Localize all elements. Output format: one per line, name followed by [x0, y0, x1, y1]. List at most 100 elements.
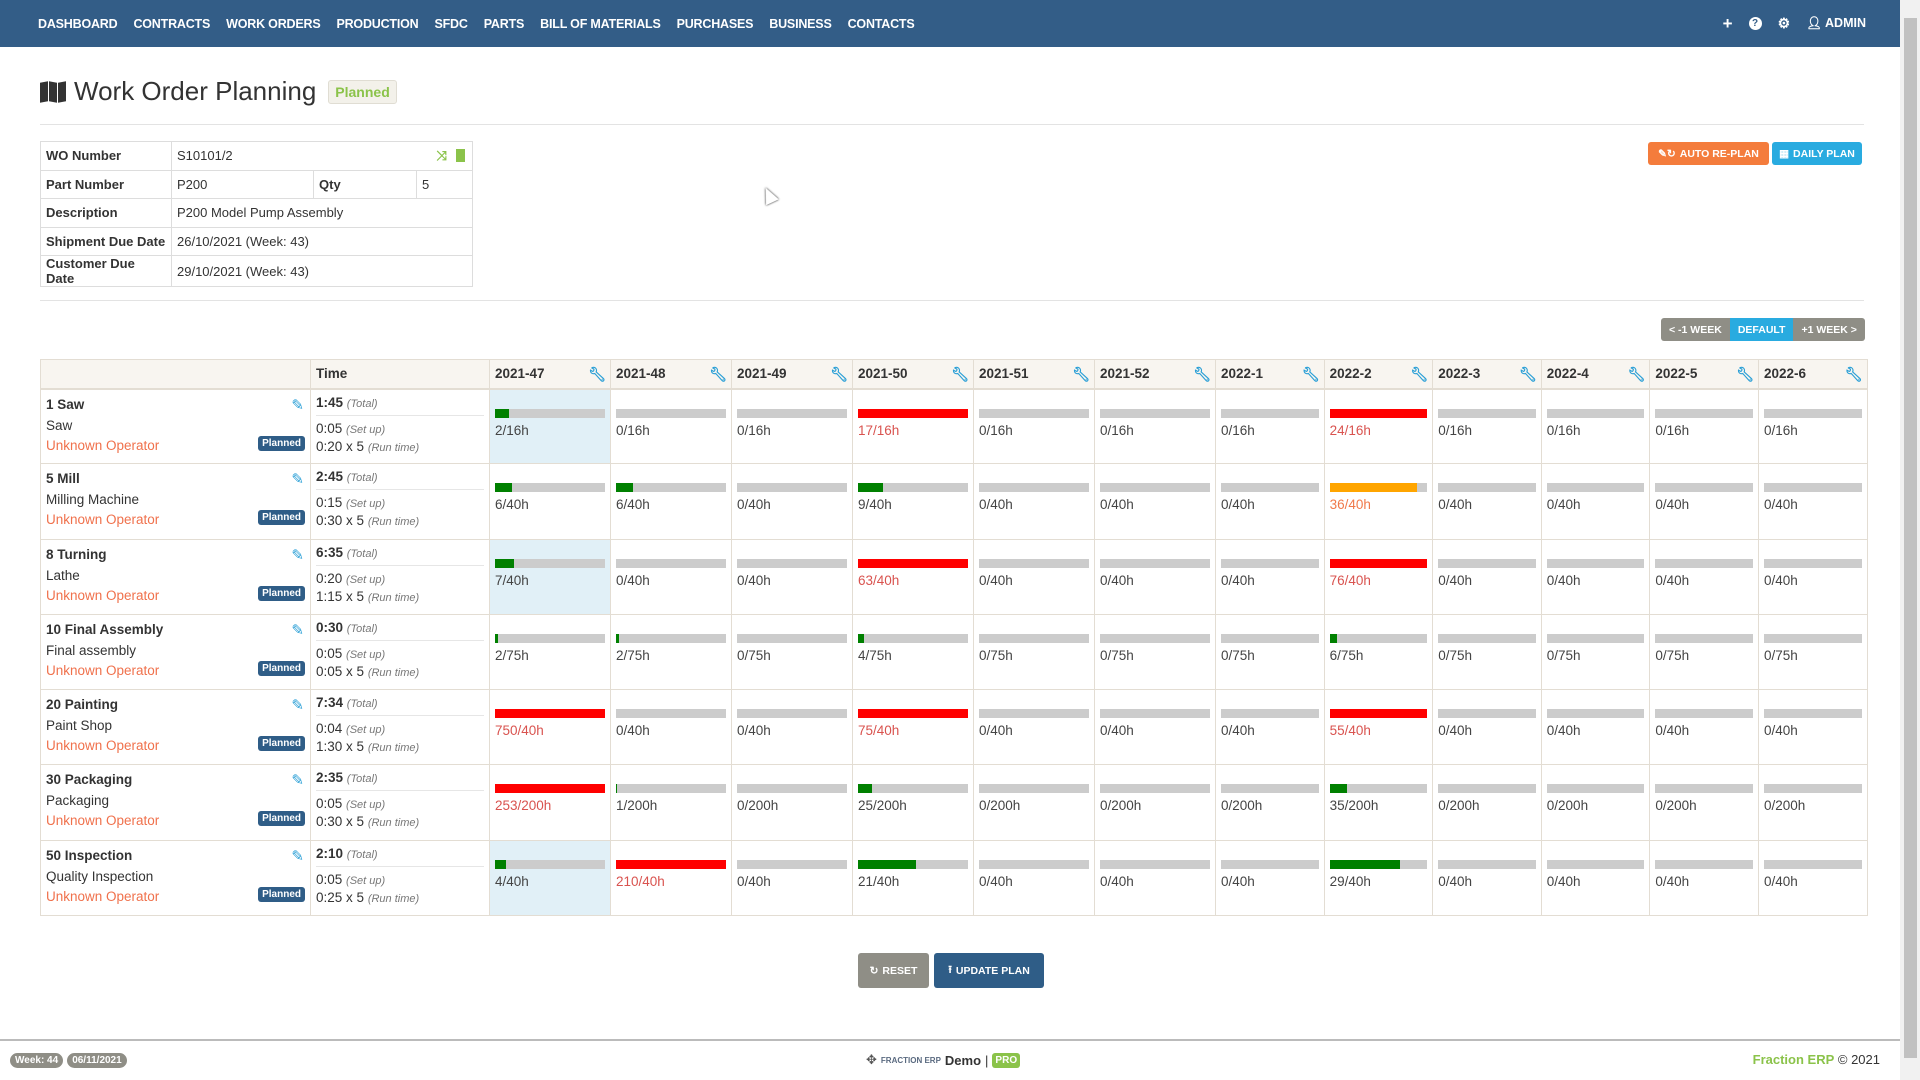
- operator-link[interactable]: Unknown Operator: [46, 813, 160, 829]
- week-capacity-cell[interactable]: 35/200h: [1323, 764, 1434, 841]
- edit-icon[interactable]: ✎: [291, 471, 304, 489]
- week-capacity-cell[interactable]: 0/40h: [731, 839, 853, 917]
- week-capacity-cell[interactable]: 750/40h: [489, 689, 611, 766]
- week-capacity-cell[interactable]: 0/16h: [610, 387, 732, 465]
- week-capacity-cell[interactable]: 0/40h: [973, 689, 1095, 766]
- week-capacity-cell[interactable]: 0/40h: [1649, 463, 1759, 540]
- question-icon[interactable]: ?: [1748, 17, 1762, 30]
- nav-purchases[interactable]: PURCHASES: [676, 16, 754, 31]
- week-capacity-cell[interactable]: 0/40h: [1215, 538, 1325, 615]
- week-capacity-cell[interactable]: 55/40h: [1323, 689, 1434, 766]
- week-capacity-cell[interactable]: 210/40h: [610, 839, 732, 917]
- update-plan-button[interactable]: ⭱ UPDATE PLAN: [934, 953, 1044, 988]
- wrench-icon[interactable]: 🔧︎: [1627, 366, 1646, 382]
- operator-link[interactable]: Unknown Operator: [46, 888, 160, 904]
- week-capacity-cell[interactable]: 0/16h: [1094, 387, 1216, 465]
- operator-link[interactable]: Unknown Operator: [46, 738, 160, 754]
- wrench-icon[interactable]: 🔧︎: [830, 366, 848, 382]
- scrollbar-thumb[interactable]: [1904, 18, 1917, 1058]
- week-capacity-cell[interactable]: 0/75h: [1649, 613, 1759, 691]
- wrench-icon[interactable]: 🔧︎: [709, 366, 727, 382]
- nav-sfdc[interactable]: SFDC: [434, 16, 468, 31]
- week-capacity-cell[interactable]: 0/40h: [610, 538, 732, 615]
- week-capacity-cell[interactable]: 0/40h: [973, 463, 1095, 540]
- week-capacity-cell[interactable]: 2/75h: [489, 613, 611, 691]
- operator-link[interactable]: Unknown Operator: [46, 512, 160, 528]
- week-capacity-cell[interactable]: 0/40h: [1432, 463, 1542, 540]
- wrench-icon[interactable]: 🔧︎: [1072, 366, 1090, 382]
- week-capacity-cell[interactable]: 0/75h: [1432, 613, 1542, 691]
- week-capacity-cell[interactable]: 0/40h: [1757, 538, 1868, 615]
- operator-link[interactable]: Unknown Operator: [46, 437, 160, 453]
- week-capacity-cell[interactable]: 36/40h: [1323, 463, 1434, 540]
- edit-icon[interactable]: ✎: [291, 396, 304, 414]
- week-capacity-cell[interactable]: 0/40h: [1540, 689, 1651, 766]
- week-capacity-cell[interactable]: 0/40h: [1432, 839, 1542, 917]
- week-capacity-cell[interactable]: 0/40h: [1432, 689, 1542, 766]
- week-capacity-cell[interactable]: 6/40h: [610, 463, 732, 540]
- wrench-icon[interactable]: 🔧︎: [1193, 366, 1211, 382]
- reset-button[interactable]: ↻ RESET: [858, 953, 929, 988]
- wrench-icon[interactable]: 🔧︎: [1736, 366, 1754, 382]
- week-capacity-cell[interactable]: 0/40h: [1757, 839, 1868, 917]
- week-capacity-cell[interactable]: 0/200h: [973, 764, 1095, 841]
- nav-work-orders[interactable]: WORK ORDERS: [226, 16, 321, 31]
- plus-icon[interactable]: +: [1722, 13, 1733, 33]
- wrench-icon[interactable]: 🔧︎: [1410, 366, 1429, 382]
- week-capacity-cell[interactable]: 0/75h: [1215, 613, 1325, 691]
- week-capacity-cell[interactable]: 2/75h: [610, 613, 732, 691]
- week-capacity-cell[interactable]: 0/40h: [1094, 538, 1216, 615]
- wrench-icon[interactable]: 🔧︎: [1301, 366, 1320, 382]
- week-capacity-cell[interactable]: 0/40h: [1094, 839, 1216, 917]
- week-capacity-cell[interactable]: 0/75h: [1540, 613, 1651, 691]
- week-capacity-cell[interactable]: 0/40h: [1540, 839, 1651, 917]
- wrench-icon[interactable]: 🔧︎: [951, 366, 969, 382]
- week-capacity-cell[interactable]: 7/40h: [489, 538, 611, 615]
- edit-icon[interactable]: ✎: [291, 697, 304, 715]
- week-capacity-cell[interactable]: 0/75h: [1094, 613, 1216, 691]
- week-capacity-cell[interactable]: 0/16h: [1540, 387, 1651, 465]
- next-week-button[interactable]: +1 WEEK >: [1793, 318, 1865, 341]
- default-week-button[interactable]: DEFAULT: [1729, 318, 1794, 341]
- admin-menu[interactable]: 👤︎ ADMIN: [1806, 16, 1866, 31]
- file-icon[interactable]: [456, 149, 465, 162]
- week-capacity-cell[interactable]: 0/200h: [1094, 764, 1216, 841]
- week-capacity-cell[interactable]: 0/200h: [1757, 764, 1868, 841]
- wrench-icon[interactable]: 🔧︎: [588, 366, 606, 382]
- week-capacity-cell[interactable]: 21/40h: [852, 839, 974, 917]
- week-capacity-cell[interactable]: 2/16h: [489, 387, 611, 465]
- week-capacity-cell[interactable]: 4/40h: [489, 839, 611, 917]
- week-capacity-cell[interactable]: 0/40h: [1540, 463, 1651, 540]
- page-scrollbar[interactable]: [1900, 0, 1920, 1080]
- nav-contracts[interactable]: CONTRACTS: [133, 16, 211, 31]
- edit-icon[interactable]: ✎: [291, 847, 304, 865]
- week-capacity-cell[interactable]: 0/16h: [1432, 387, 1542, 465]
- wrench-icon[interactable]: 🔧︎: [1844, 366, 1863, 382]
- week-capacity-cell[interactable]: 0/200h: [1432, 764, 1542, 841]
- week-capacity-cell[interactable]: 0/40h: [973, 839, 1095, 917]
- gear-icon[interactable]: ⚙: [1777, 15, 1791, 31]
- week-capacity-cell[interactable]: 0/75h: [1757, 613, 1868, 691]
- week-capacity-cell[interactable]: 0/16h: [731, 387, 853, 465]
- week-capacity-cell[interactable]: 0/40h: [1649, 689, 1759, 766]
- week-capacity-cell[interactable]: 1/200h: [610, 764, 732, 841]
- edit-icon[interactable]: ✎: [291, 772, 304, 790]
- week-capacity-cell[interactable]: 17/16h: [852, 387, 974, 465]
- auto-replan-button[interactable]: ✎↻ AUTO RE-PLAN: [1648, 142, 1769, 165]
- week-capacity-cell[interactable]: 0/200h: [1540, 764, 1651, 841]
- operator-link[interactable]: Unknown Operator: [46, 662, 160, 678]
- week-capacity-cell[interactable]: 0/40h: [1757, 689, 1868, 766]
- week-capacity-cell[interactable]: 0/200h: [731, 764, 853, 841]
- daily-plan-button[interactable]: ▦ DAILY PLAN: [1772, 142, 1862, 165]
- week-capacity-cell[interactable]: 0/16h: [973, 387, 1095, 465]
- wrench-icon[interactable]: 🔧︎: [1519, 366, 1537, 382]
- week-capacity-cell[interactable]: 9/40h: [852, 463, 974, 540]
- nav-production[interactable]: PRODUCTION: [336, 16, 419, 31]
- week-capacity-cell[interactable]: 0/40h: [1215, 463, 1325, 540]
- nav-dashboard[interactable]: DASHBOARD: [38, 16, 118, 31]
- edit-icon[interactable]: ✎: [291, 621, 304, 639]
- week-capacity-cell[interactable]: 0/40h: [1215, 839, 1325, 917]
- week-capacity-cell[interactable]: 75/40h: [852, 689, 974, 766]
- week-capacity-cell[interactable]: 4/75h: [852, 613, 974, 691]
- week-capacity-cell[interactable]: 253/200h: [489, 764, 611, 841]
